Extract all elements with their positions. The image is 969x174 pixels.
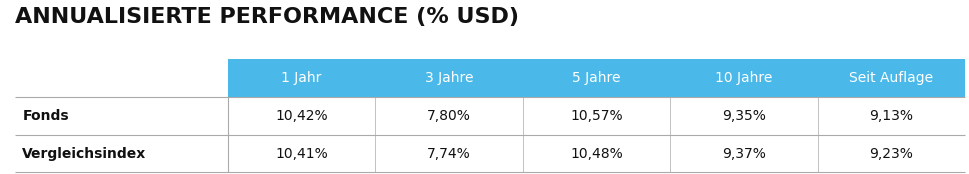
Text: 10,57%: 10,57% [570,109,622,123]
Text: 9,13%: 9,13% [868,109,913,123]
Text: Seit Auflage: Seit Auflage [849,71,932,85]
Text: 5 Jahre: 5 Jahre [572,71,620,85]
Text: 9,35%: 9,35% [721,109,766,123]
Text: 10 Jahre: 10 Jahre [714,71,772,85]
Text: 9,23%: 9,23% [868,147,913,161]
Text: 10,41%: 10,41% [275,147,328,161]
Text: 7,74%: 7,74% [426,147,471,161]
Text: ANNUALISIERTE PERFORMANCE (% USD): ANNUALISIERTE PERFORMANCE (% USD) [15,7,518,27]
Text: 7,80%: 7,80% [426,109,471,123]
Text: 3 Jahre: 3 Jahre [424,71,473,85]
Text: 9,37%: 9,37% [721,147,766,161]
Text: 10,48%: 10,48% [570,147,622,161]
Text: 10,42%: 10,42% [275,109,328,123]
Bar [228,59,964,97]
Text: Vergleichsindex: Vergleichsindex [22,147,146,161]
Text: Fonds: Fonds [22,109,69,123]
Text: 1 Jahr: 1 Jahr [281,71,322,85]
